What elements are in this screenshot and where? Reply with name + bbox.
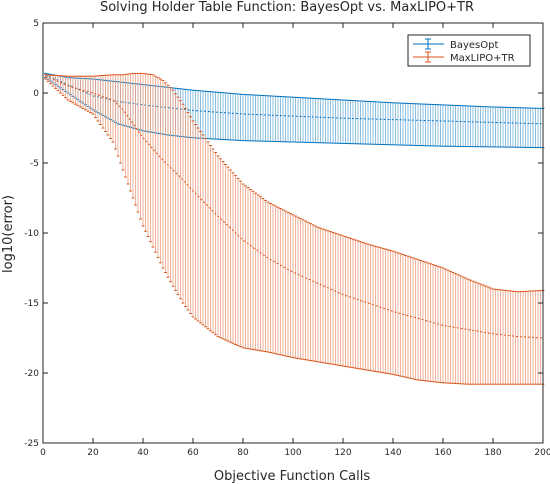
y-tick-label: -15 xyxy=(24,299,39,309)
y-tick-label: -20 xyxy=(24,369,39,379)
series-maxlipo-tr xyxy=(44,72,545,385)
series-bayesopt xyxy=(44,72,545,149)
mean-line xyxy=(45,75,544,339)
y-tick-label: 5 xyxy=(33,19,39,29)
legend-label: BayesOpt xyxy=(450,40,498,51)
mean-line xyxy=(45,74,544,125)
y-axis-title: log10(error) xyxy=(1,195,16,273)
legend-label: MaxLIPO+TR xyxy=(450,53,515,64)
x-tick-label: 100 xyxy=(284,448,301,458)
x-tick-label: 160 xyxy=(434,448,451,458)
legend-item-bayesopt: BayesOpt xyxy=(413,38,498,51)
x-tick-label: 140 xyxy=(384,448,401,458)
x-axis-title: Objective Function Calls xyxy=(214,469,370,484)
x-tick-label: 60 xyxy=(187,448,199,458)
x-tick-label: 0 xyxy=(40,448,46,458)
x-tick-label: 20 xyxy=(87,448,99,458)
x-tick-label: 80 xyxy=(237,448,249,458)
series-layer xyxy=(44,72,545,385)
x-tick-label: 120 xyxy=(334,448,351,458)
y-tick-label: -5 xyxy=(30,159,39,169)
axes-layer: 0 20 40 60 80 100 120 140 160 180 200 5 0 -5 -10 -15 -20… xyxy=(24,19,550,458)
chart-title: Solving Holder Table Function: BayesOpt … xyxy=(100,0,474,15)
y-tick-label: 0 xyxy=(33,89,39,99)
x-tick-label: 200 xyxy=(534,448,550,458)
x-tick-label: 180 xyxy=(484,448,501,458)
x-tick-label: 40 xyxy=(137,448,149,458)
legend: BayesOpt MaxLIPO+TR xyxy=(407,34,531,67)
legend-item-maxlipo-tr: MaxLIPO+TR xyxy=(413,51,515,64)
y-tick-label: -10 xyxy=(24,229,39,239)
y-tick-label: -25 xyxy=(24,439,39,449)
